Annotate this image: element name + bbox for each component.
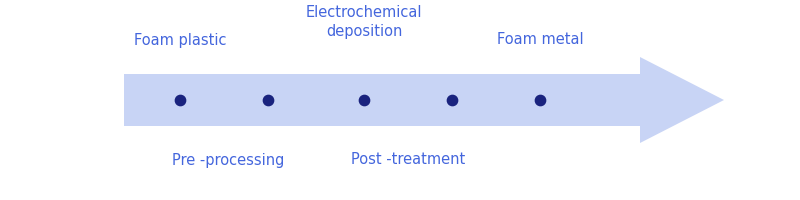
- Text: Electrochemical
deposition: Electrochemical deposition: [306, 5, 422, 39]
- Text: Pre -processing: Pre -processing: [172, 152, 284, 168]
- Point: [534, 98, 546, 102]
- Text: Foam plastic: Foam plastic: [134, 32, 226, 47]
- Text: Post -treatment: Post -treatment: [351, 152, 465, 168]
- Point: [174, 98, 186, 102]
- Point: [358, 98, 370, 102]
- Point: [262, 98, 274, 102]
- Polygon shape: [124, 57, 724, 143]
- Point: [446, 98, 458, 102]
- Text: Foam metal: Foam metal: [497, 32, 583, 47]
